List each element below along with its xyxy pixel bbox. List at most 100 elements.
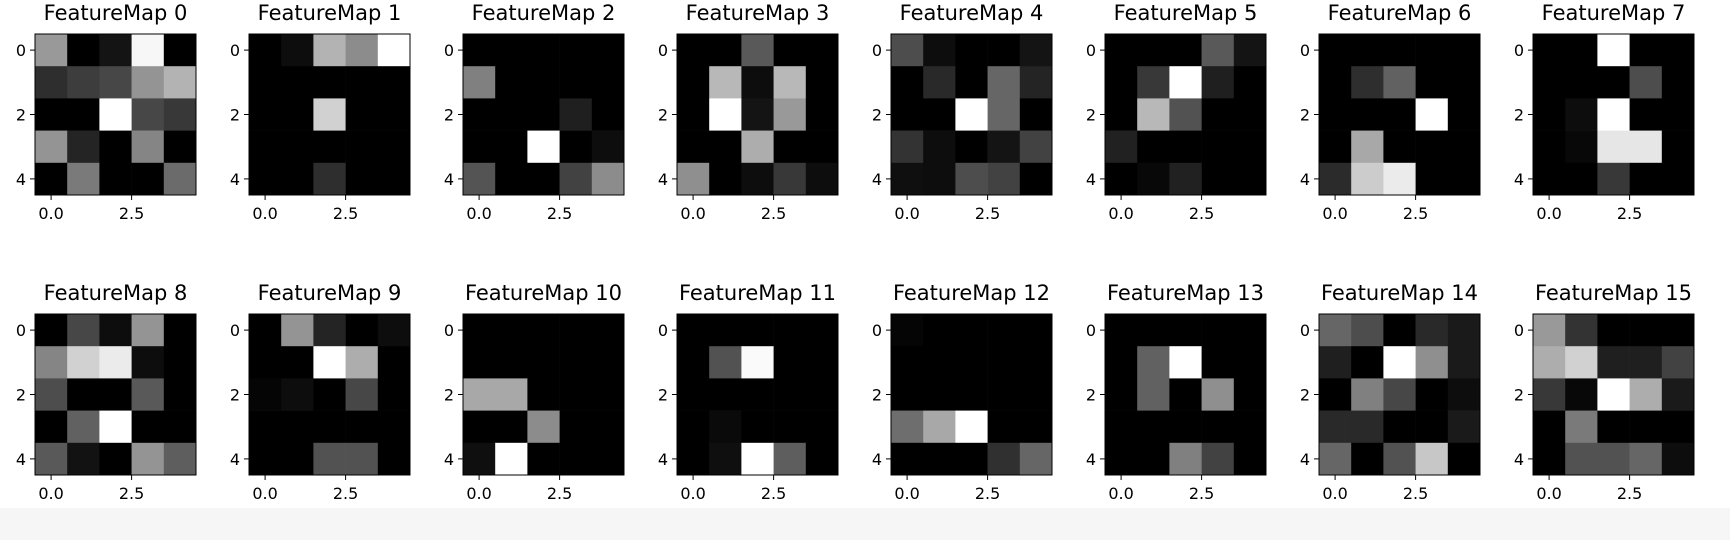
heatmap-cell [1629, 34, 1663, 67]
feature-map-plot: 0 2 4 0.0 2.5 [1300, 313, 1481, 503]
heatmap-cell [131, 66, 165, 99]
feature-map-plot: 0 2 4 0.0 2.5 [1514, 313, 1695, 503]
heatmap-cell [1233, 378, 1267, 411]
feature-map-plot: 0 2 4 0.0 2.5 [16, 33, 197, 223]
heatmap-cell [1169, 66, 1202, 99]
feature-map-plot: 0 2 4 0.0 2.5 [658, 33, 839, 223]
heatmap-cell [281, 410, 314, 444]
heatmap-cell [163, 98, 197, 131]
feature-map-panel-10: FeatureMap 10 0 2 4 0.0 2.5 [428, 280, 625, 520]
y-tick-label: 2 [230, 386, 240, 405]
heatmap-cell [495, 98, 528, 131]
heatmap-cell [773, 442, 807, 476]
heatmap-cell [773, 34, 807, 67]
x-tick-label: 0.0 [466, 484, 491, 503]
heatmap-cell [131, 410, 165, 444]
feature-map-title: FeatureMap 9 [257, 281, 402, 305]
heatmap-cell [1533, 98, 1566, 131]
feature-map-title: FeatureMap 14 [1320, 281, 1479, 305]
heatmap-cell [527, 346, 560, 379]
heatmap-cell [35, 130, 68, 164]
heatmap-cell [1319, 346, 1352, 379]
heatmap-cell [163, 442, 197, 476]
heatmap-cell [987, 130, 1021, 164]
heatmap-cell [1415, 442, 1449, 476]
y-tick-label: 4 [230, 450, 240, 469]
heatmap-cell [677, 98, 710, 131]
heatmap-cell [313, 66, 346, 99]
heatmap-cell [677, 378, 710, 411]
heatmap-cell [741, 346, 774, 379]
heatmap-cell [463, 410, 496, 444]
feature-map-plot: 0 2 4 0.0 2.5 [1086, 33, 1267, 223]
y-tick-label: 4 [658, 450, 668, 469]
heatmap-cell [527, 314, 560, 347]
heatmap-cell [955, 410, 988, 444]
heatmap-cell [377, 314, 411, 347]
heatmap-cell [1597, 130, 1630, 164]
heatmap-cell [1319, 66, 1352, 99]
heatmap-cell [281, 314, 314, 347]
heatmap-cell [1137, 442, 1170, 476]
y-tick-label: 2 [16, 106, 26, 125]
feature-map-plot: 0 2 4 0.0 2.5 [16, 313, 197, 503]
heatmap-cell [1661, 130, 1695, 164]
heatmap-cell [67, 66, 100, 99]
heatmap-cell [1661, 442, 1695, 476]
y-tick-label: 2 [16, 386, 26, 405]
heatmap-cell [345, 378, 379, 411]
x-tick-label: 2.5 [975, 484, 1000, 503]
heatmap-cell [463, 442, 496, 476]
feature-map-panel-11: FeatureMap 11 0 2 4 0.0 2.5 [642, 280, 839, 520]
heatmap-cell [67, 130, 100, 164]
heatmap-cell [131, 314, 165, 347]
heatmap-cell [1383, 314, 1416, 347]
heatmap-cell [891, 410, 924, 444]
heatmap-cell [67, 410, 100, 444]
x-tick-label: 2.5 [547, 204, 572, 223]
feature-map-plot: 0 2 4 0.0 2.5 [444, 313, 625, 503]
heatmap-cell [709, 130, 742, 164]
heatmap-cell [1105, 98, 1138, 131]
x-tick-label: 0.0 [1536, 484, 1561, 503]
y-tick-label: 0 [1300, 41, 1310, 60]
heatmap-cell [1661, 34, 1695, 67]
y-tick-label: 4 [1300, 450, 1310, 469]
feature-map-panel-6: FeatureMap 6 0 2 4 0.0 2.5 [1284, 0, 1481, 240]
heatmap-cell [1233, 410, 1267, 444]
heatmap-cell [1565, 378, 1598, 411]
heatmap-cell [1019, 162, 1053, 196]
heatmap-cell [805, 314, 839, 347]
heatmap-cell [1565, 346, 1598, 379]
heatmap-cell [1105, 66, 1138, 99]
heatmap-cell [1351, 162, 1384, 196]
y-tick-label: 4 [444, 450, 454, 469]
heatmap-cell [1233, 346, 1267, 379]
heatmap-cell [1415, 378, 1449, 411]
heatmap-cell [249, 314, 282, 347]
heatmap-cell [281, 442, 314, 476]
heatmap-cell [1629, 378, 1663, 411]
heatmap-cell [345, 162, 379, 196]
heatmap-cell [495, 162, 528, 196]
heatmap-cell [281, 378, 314, 411]
heatmap-cell [559, 378, 593, 411]
heatmap-cell [1533, 66, 1566, 99]
heatmap-cell [773, 66, 807, 99]
heatmap-cell [1105, 378, 1138, 411]
y-tick-label: 0 [230, 321, 240, 340]
heatmap-cell [805, 378, 839, 411]
y-tick-label: 4 [872, 170, 882, 189]
heatmap-cell [1137, 314, 1170, 347]
heatmap-cell [1137, 378, 1170, 411]
x-tick-label: 0.0 [466, 204, 491, 223]
heatmap-cell [1201, 314, 1235, 347]
heatmap-cell [35, 442, 68, 476]
heatmap-cell [67, 98, 100, 131]
y-tick-label: 2 [658, 106, 668, 125]
heatmap-cell [1533, 378, 1566, 411]
heatmap-cell [527, 98, 560, 131]
y-tick-label: 4 [230, 170, 240, 189]
heatmap-cell [923, 442, 956, 476]
